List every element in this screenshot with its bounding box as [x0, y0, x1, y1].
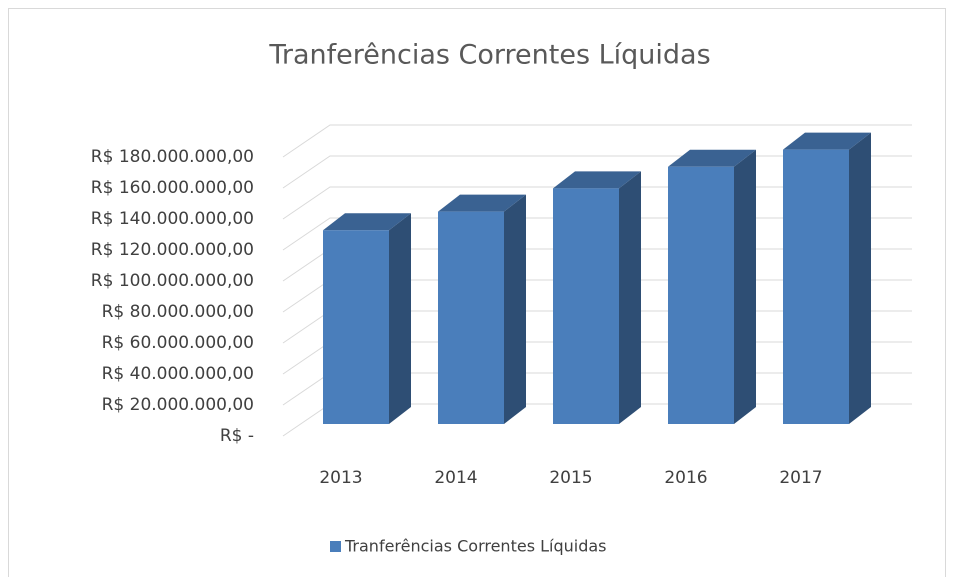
legend-swatch	[330, 541, 341, 552]
bar-front	[553, 188, 619, 424]
y-tick-label: R$ -	[220, 426, 254, 446]
y-tick-label: R$ 40.000.000,00	[102, 364, 254, 384]
chart-title: Tranferências Correntes Líquidas	[268, 40, 710, 71]
bar-front	[323, 230, 389, 424]
grid-line	[282, 124, 912, 158]
bar	[323, 213, 411, 424]
x-tick-label: 2015	[549, 468, 592, 488]
x-tick-label: 2016	[664, 468, 707, 488]
bar-top	[323, 213, 411, 231]
y-tick-label: R$ 160.000.000,00	[91, 178, 254, 198]
x-tick-label: 2017	[779, 468, 822, 488]
y-tick-label: R$ 20.000.000,00	[102, 395, 254, 415]
y-tick-label: R$ 100.000.000,00	[91, 271, 254, 291]
bar-side	[389, 213, 411, 424]
x-tick-label: 2014	[434, 468, 477, 488]
bar-side	[849, 132, 871, 424]
bar-side	[734, 149, 756, 424]
y-tick-label: R$ 80.000.000,00	[102, 302, 254, 322]
bar-side	[619, 171, 641, 424]
y-tick-label: R$ 120.000.000,00	[91, 240, 254, 260]
bar	[783, 132, 871, 424]
bar	[668, 149, 756, 424]
x-tick-label: 2013	[319, 468, 362, 488]
bar-front	[668, 166, 734, 424]
bar-top	[783, 132, 871, 150]
bar-front	[783, 149, 849, 424]
bar	[438, 194, 526, 424]
legend-label: Tranferências Correntes Líquidas	[344, 537, 607, 556]
bar	[553, 171, 641, 424]
y-tick-label: R$ 60.000.000,00	[102, 333, 254, 353]
bar-side	[504, 194, 526, 424]
bar-top	[668, 149, 756, 167]
bar-top	[553, 171, 641, 189]
bar-top	[438, 194, 526, 212]
y-tick-label: R$ 180.000.000,00	[91, 147, 254, 167]
y-tick-label: R$ 140.000.000,00	[91, 209, 254, 229]
bar-front	[438, 211, 504, 424]
